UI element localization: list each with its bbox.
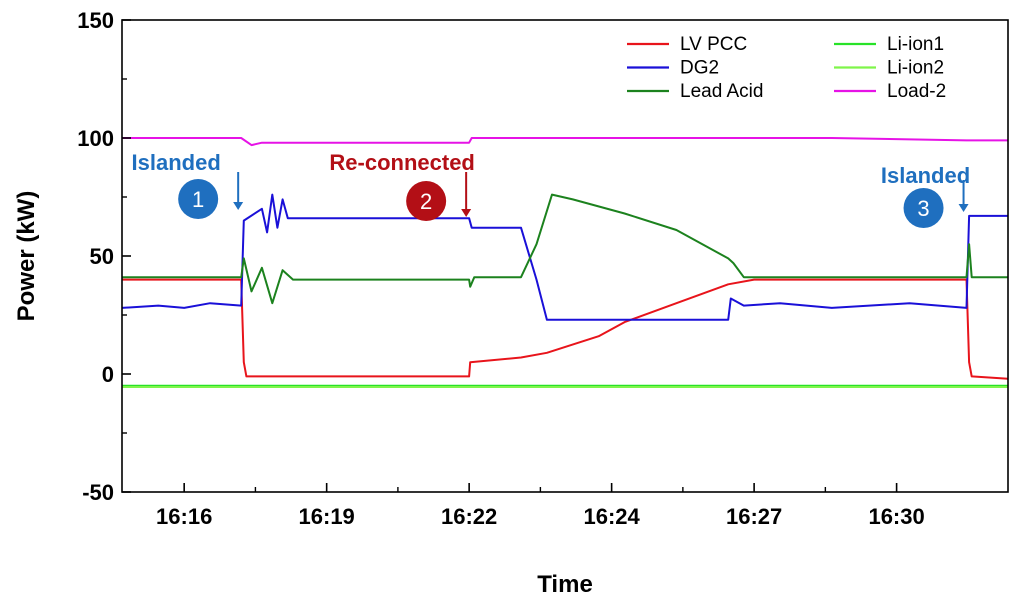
x-tick-label: 16:19: [299, 504, 355, 529]
annotation-number: 1: [192, 187, 204, 212]
annotation-label: Re-connected: [329, 150, 474, 175]
legend-label: DG2: [680, 58, 719, 79]
legend-label: Li-ion1: [887, 34, 944, 55]
y-tick-label: 0: [102, 362, 114, 387]
annotation-marker: [406, 181, 447, 221]
y-tick-label: 150: [77, 8, 114, 33]
annotation-number: 3: [917, 196, 929, 221]
y-tick-label: 50: [90, 244, 114, 269]
annotation-marker: [178, 179, 219, 219]
x-tick-label: 16:16: [156, 504, 212, 529]
annotation-label: Islanded: [881, 163, 970, 188]
axis-layer: -50 0 50 100 150 16:16 16:19 16:22 16:24 16:27 16:…: [77, 8, 924, 529]
annotation-label: Islanded: [132, 150, 221, 175]
annotation-arrowhead: [233, 202, 244, 210]
x-axis-title: Time: [537, 571, 593, 598]
annotation-number: 2: [420, 189, 432, 214]
series-layer: [121, 137, 1009, 388]
series-line-lead-acid: [122, 193, 1008, 305]
x-tick-label: 16:22: [441, 504, 497, 529]
legend-label: Lead Acid: [680, 81, 763, 102]
x-tick-label: 16:27: [726, 504, 782, 529]
annotation-arrowhead: [958, 204, 969, 212]
y-tick-label: -50: [82, 480, 114, 505]
y-axis-title: Power (kW): [13, 191, 40, 322]
legend-label: Load-2: [887, 81, 946, 102]
x-tick-label: 16:30: [868, 504, 924, 529]
annotation-layer: Islanded 1 Re-connected 2 Islanded 3: [132, 150, 970, 228]
annotation-arrowhead: [461, 209, 472, 217]
legend-label: LV PCC: [680, 34, 747, 55]
series-line-load-2: [122, 137, 1008, 147]
x-tick-label: 16:24: [583, 504, 640, 529]
y-tick-label: 100: [77, 126, 114, 151]
annotation-marker: [903, 188, 944, 228]
series-line-dg2: [121, 193, 1008, 321]
legend-label: Li-ion2: [887, 58, 944, 79]
series-line-lv-pcc: [122, 278, 1009, 380]
